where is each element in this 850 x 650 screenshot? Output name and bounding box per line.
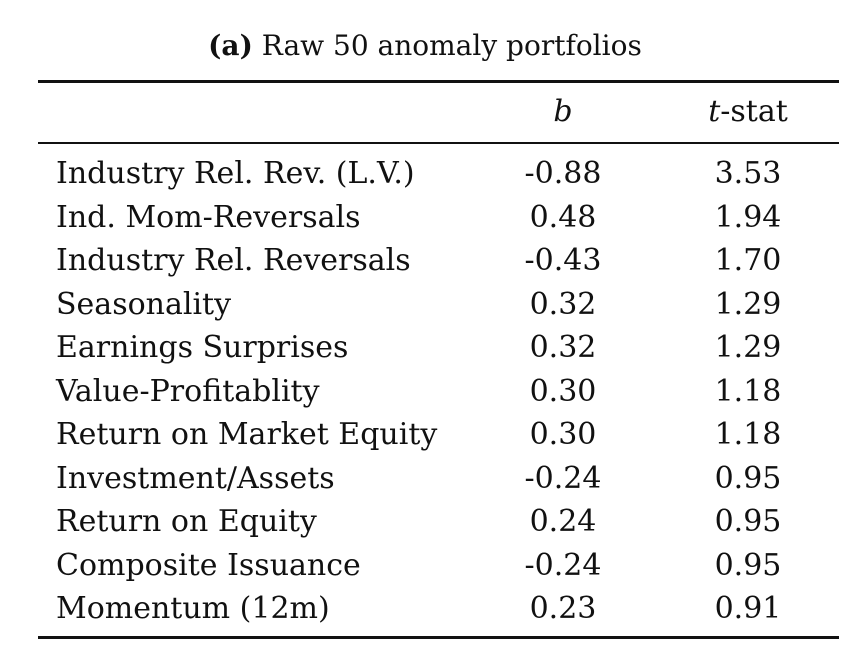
header-t-rest: -stat	[720, 94, 788, 129]
row-b-value: 0.48	[529, 199, 597, 235]
table-bottom-rule	[38, 636, 839, 639]
table-header-row: b t-stat	[38, 88, 839, 136]
table-mid-rule	[38, 142, 839, 144]
table-row: Industry Rel. Reversals -0.43 1.70	[38, 239, 839, 283]
row-anomaly-name: Industry Rel. Rev. (L.V.)	[56, 156, 415, 191]
row-anomaly-name: Return on Market Equity	[56, 417, 438, 452]
row-anomaly-name: Value-Profitablity	[56, 373, 320, 409]
table-row: Momentum (12m) 0.23 0.91	[38, 587, 839, 631]
row-anomaly-name: Composite Issuance	[56, 547, 361, 583]
row-anomaly-name: Momentum (12m)	[56, 591, 330, 626]
table-row: Ind. Mom-Reversals 0.48 1.94	[38, 196, 839, 240]
header-b: b	[553, 94, 573, 129]
table-row: Investment/Assets -0.24 0.95	[38, 457, 839, 501]
table-row: Seasonality 0.32 1.29	[38, 283, 839, 327]
row-b-value: -0.24	[524, 460, 602, 496]
row-t-stat-value: 1.18	[714, 417, 782, 452]
row-b-value: -0.88	[524, 156, 602, 191]
row-b-value: 0.32	[529, 330, 597, 365]
row-b-value: -0.24	[524, 547, 602, 583]
row-anomaly-name: Seasonality	[56, 286, 232, 322]
header-t-stat: t-stat	[678, 88, 818, 136]
row-t-stat-value: 1.29	[714, 330, 782, 365]
row-t-stat-value: 3.53	[714, 156, 782, 191]
row-b-value: 0.32	[529, 286, 597, 322]
row-t-stat-value: 1.70	[714, 243, 782, 278]
table-caption: (a) Raw 50 anomaly portfolios	[0, 28, 850, 64]
table-body: Industry Rel. Rev. (L.V.) -0.88 3.53 Ind. M…	[38, 152, 839, 631]
row-t-stat-value: 0.91	[714, 591, 782, 626]
table-row: Composite Issuance -0.24 0.95	[38, 544, 839, 588]
row-t-stat-value: 0.95	[714, 504, 782, 539]
table-row: Return on Equity 0.24 0.95	[38, 500, 839, 544]
row-b-value: 0.23	[529, 591, 597, 626]
row-b-value: -0.43	[524, 243, 602, 278]
row-anomaly-name: Industry Rel. Reversals	[56, 243, 411, 278]
row-t-stat-value: 1.18	[714, 373, 782, 409]
caption-title: Raw 50 anomaly portfolios	[261, 29, 642, 62]
row-anomaly-name: Earnings Surprises	[56, 330, 349, 365]
row-b-value: 0.30	[529, 373, 597, 409]
row-b-value: 0.30	[529, 417, 597, 452]
caption-label: (a)	[208, 29, 253, 62]
table-top-rule	[38, 80, 839, 83]
row-anomaly-name: Return on Equity	[56, 504, 317, 539]
table-row: Value-Profitablity 0.30 1.18	[38, 370, 839, 414]
row-anomaly-name: Investment/Assets	[56, 460, 335, 496]
row-b-value: 0.24	[529, 504, 597, 539]
row-anomaly-name: Ind. Mom-Reversals	[56, 199, 361, 235]
table-row: Industry Rel. Rev. (L.V.) -0.88 3.53	[38, 152, 839, 196]
row-t-stat-value: 1.94	[714, 199, 782, 235]
row-t-stat-value: 0.95	[714, 460, 782, 496]
table-row: Return on Market Equity 0.30 1.18	[38, 413, 839, 457]
row-t-stat-value: 0.95	[714, 547, 782, 583]
table-row: Earnings Surprises 0.32 1.29	[38, 326, 839, 370]
header-t-italic: t	[708, 94, 721, 129]
row-t-stat-value: 1.29	[714, 286, 782, 322]
